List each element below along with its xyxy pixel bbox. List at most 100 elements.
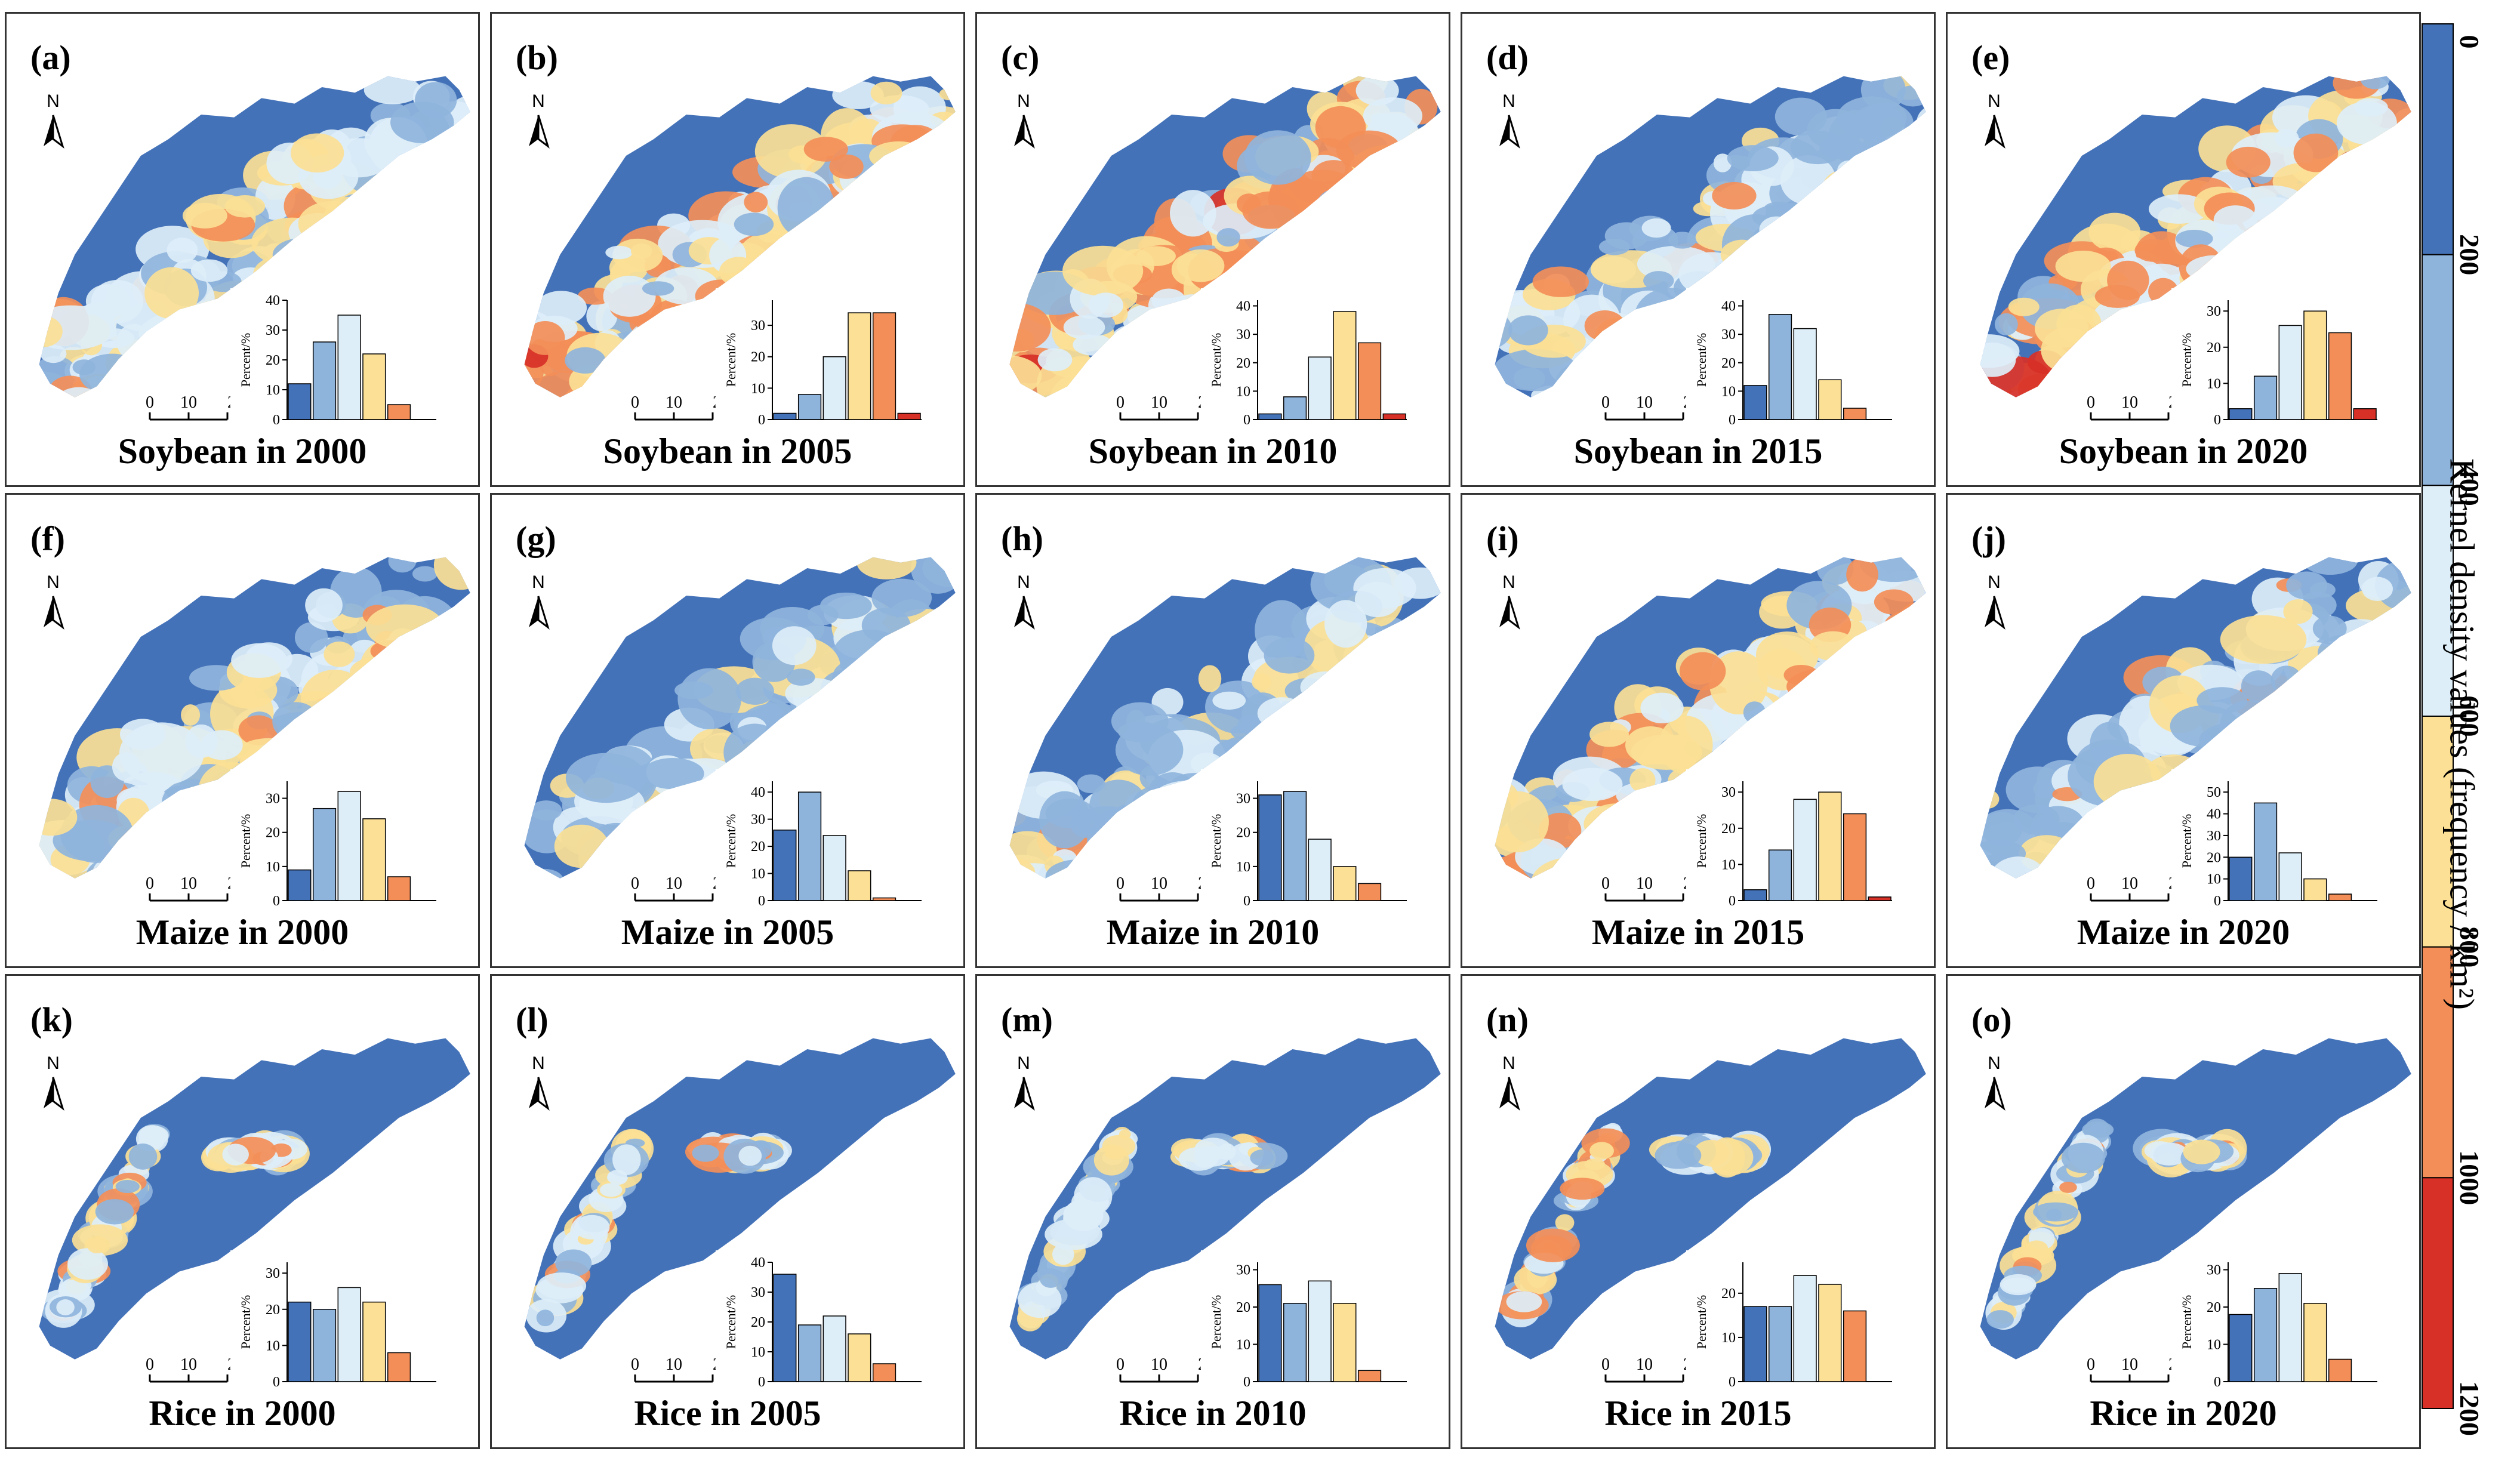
scale-label: 0 xyxy=(631,874,639,893)
panel-svg: N01020 km0102030Percent/% xyxy=(1009,1038,1441,1394)
panel-svg: N01020 km010203040Percent/% xyxy=(39,76,470,432)
inset-y-tick-label: 20 xyxy=(1236,825,1250,841)
north-arrow-left xyxy=(1985,1077,1994,1108)
density-patch xyxy=(2277,702,2339,738)
colorbar-segment xyxy=(2422,1177,2454,1410)
density-patch xyxy=(1598,238,1630,255)
density-patch xyxy=(366,604,444,650)
density-patch xyxy=(1311,160,1355,192)
inset-bar xyxy=(337,315,361,420)
density-patch xyxy=(1560,1178,1605,1200)
density-patch xyxy=(1110,818,1165,869)
inset-y-tick-label: 20 xyxy=(266,1302,280,1318)
density-patch xyxy=(1137,340,1192,372)
density-patch xyxy=(1813,677,1839,697)
scale-label: 0 xyxy=(1116,874,1125,893)
north-arrow-icon: N xyxy=(529,572,550,630)
density-patch xyxy=(1050,371,1122,397)
inset-y-tick-label: 20 xyxy=(266,353,280,368)
panel-letter: (j) xyxy=(1971,519,2006,558)
density-patch xyxy=(1980,789,2000,809)
density-patch xyxy=(536,1309,554,1327)
inset-bar xyxy=(2328,1358,2352,1382)
density-patch xyxy=(2056,304,2102,344)
density-patch xyxy=(626,323,677,381)
inset-bar xyxy=(1308,839,1332,901)
density-patch xyxy=(1721,259,1771,288)
map-panel: N01020 km010203040Percent/%(l)Rice in 20… xyxy=(490,974,965,1449)
density-patch xyxy=(1625,337,1669,372)
inset-y-axis-label: Percent/% xyxy=(2179,1295,2194,1349)
density-patch xyxy=(143,837,208,877)
density-patch xyxy=(781,710,834,750)
inset-bar xyxy=(1333,1303,1357,1382)
north-label: N xyxy=(1017,91,1030,111)
north-arrow-icon: N xyxy=(1499,1053,1520,1111)
density-patch xyxy=(612,1144,641,1175)
colorbar-title: Kernel density values (frequency / km²) xyxy=(2442,458,2482,1010)
inset-bar xyxy=(797,1324,822,1382)
density-patch xyxy=(674,782,719,825)
density-patch xyxy=(1790,205,1834,226)
density-patch xyxy=(1178,1147,1218,1171)
density-patch xyxy=(535,291,587,325)
density-patch xyxy=(1506,1291,1542,1312)
density-patch xyxy=(2283,599,2313,624)
density-patch xyxy=(1250,256,1300,285)
colorbar-segment xyxy=(2422,946,2454,1179)
panel-svg: N01020 km010203040Percent/% xyxy=(1009,76,1441,432)
inset-bar xyxy=(2278,325,2302,420)
inset-bar xyxy=(1793,799,1817,901)
density-patch xyxy=(1045,1219,1102,1250)
inset-y-tick-label: 0 xyxy=(1729,893,1736,909)
density-patch xyxy=(95,1199,134,1225)
density-patch xyxy=(1125,343,1169,378)
inset-y-tick-label: 20 xyxy=(2207,850,2221,865)
density-patch xyxy=(1647,315,1689,342)
density-patch xyxy=(1045,859,1110,879)
panel-svg: N01020 km010203040Percent/% xyxy=(524,557,956,913)
north-arrow-left xyxy=(529,115,538,146)
density-patch xyxy=(1819,135,1865,160)
density-patch xyxy=(1720,736,1761,757)
density-patch xyxy=(1584,1158,1606,1170)
north-label: N xyxy=(47,1053,60,1073)
density-patch xyxy=(167,238,198,263)
density-patch xyxy=(642,315,682,351)
density-patch xyxy=(1874,589,1914,615)
density-patch xyxy=(184,302,224,349)
density-patch xyxy=(1852,104,1905,143)
density-patch xyxy=(1037,348,1073,372)
north-arrow-icon: N xyxy=(529,1053,550,1111)
region-map xyxy=(1009,1038,1441,1360)
density-patch xyxy=(1693,1139,1729,1167)
map-panel: N01020 km010203040Percent/%(d)Soybean in… xyxy=(1461,12,1936,487)
scale-label: 10 xyxy=(2121,1355,2138,1374)
inset-bar xyxy=(822,1315,846,1382)
density-patch xyxy=(1765,701,1831,751)
north-arrow-icon: N xyxy=(44,1053,64,1111)
density-patch xyxy=(783,739,808,763)
density-patch xyxy=(438,147,470,167)
density-patch xyxy=(792,723,842,764)
inset-y-axis-label: Percent/% xyxy=(1694,1295,1709,1349)
density-patch xyxy=(150,840,210,878)
map-panel: N01020 km010203040Percent/%(g)Maize in 2… xyxy=(490,493,965,968)
density-patch xyxy=(1637,785,1678,814)
inset-y-axis-label: Percent/% xyxy=(238,1295,253,1349)
density-patch xyxy=(422,648,470,689)
density-patch xyxy=(775,726,797,750)
density-patch xyxy=(1495,864,1507,879)
inset-bar xyxy=(2328,893,2352,901)
density-patch xyxy=(530,800,562,821)
density-patch xyxy=(231,643,287,678)
density-patch xyxy=(2303,664,2392,717)
inset-y-tick-label: 0 xyxy=(2214,893,2221,909)
density-patch xyxy=(415,82,457,118)
north-label: N xyxy=(532,91,545,111)
density-patch xyxy=(1120,853,1149,868)
panel-letter: (e) xyxy=(1971,38,2010,77)
north-arrow-icon: N xyxy=(1014,91,1035,149)
density-patch xyxy=(659,345,692,365)
density-patch xyxy=(1532,266,1589,297)
